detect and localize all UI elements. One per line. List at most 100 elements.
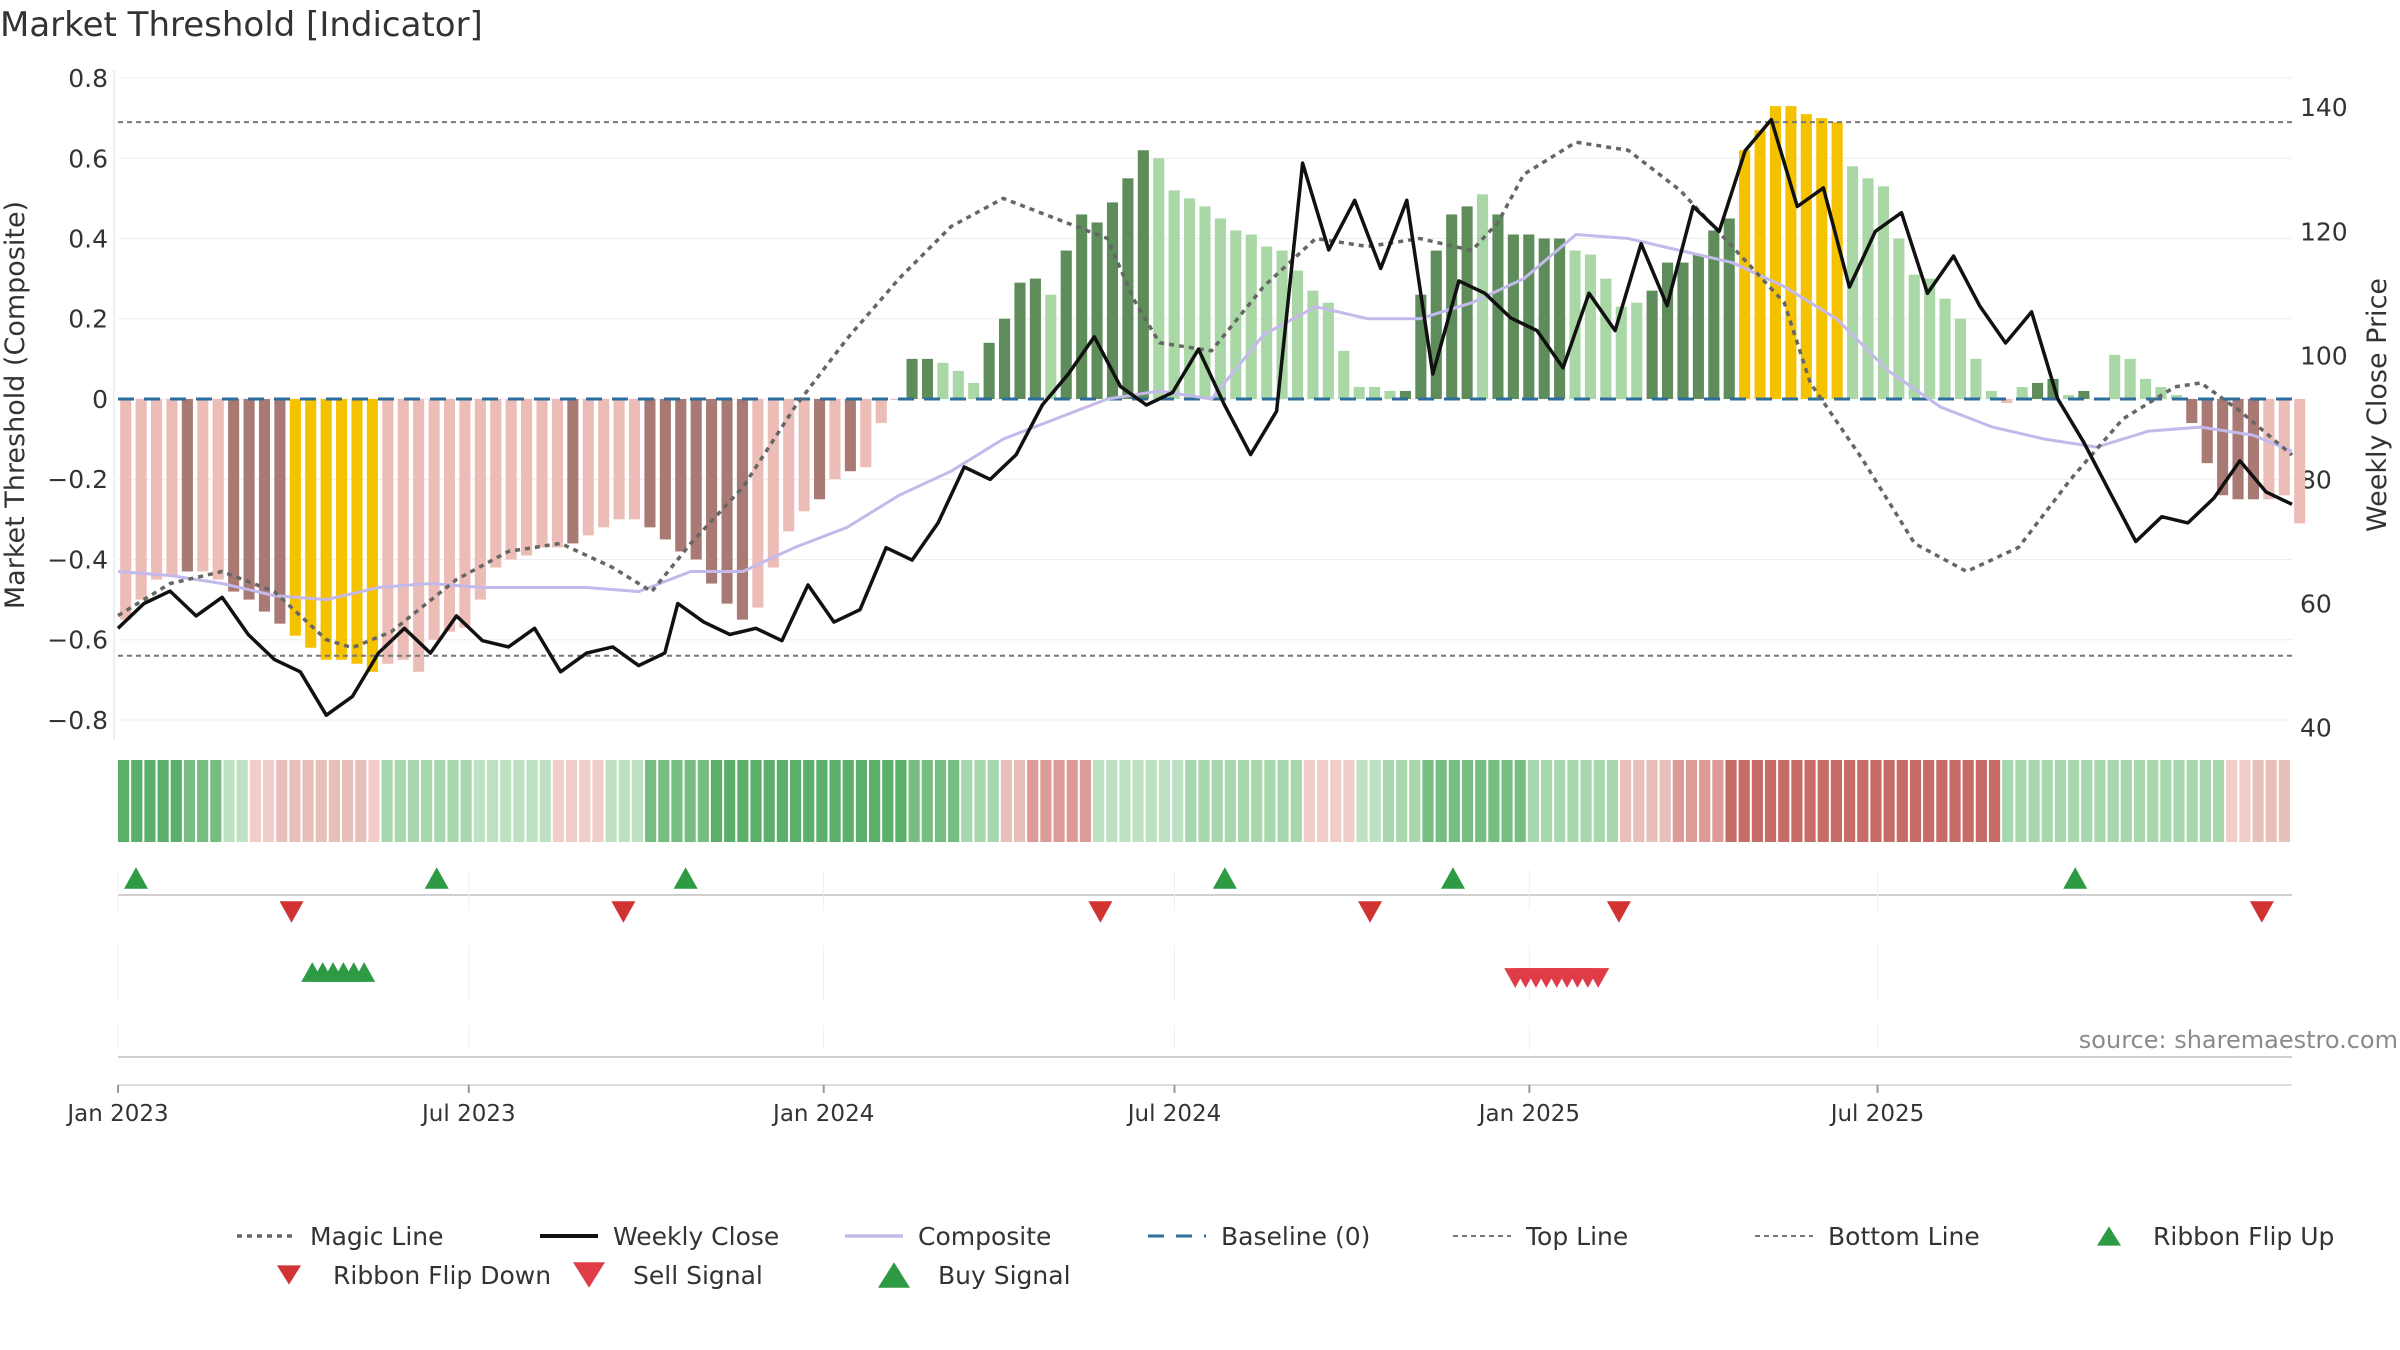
legend-label: Magic Line [310, 1222, 444, 1251]
ribbon-segment [1303, 760, 1315, 842]
composite-bar [382, 398, 394, 664]
ribbon-segment [579, 760, 591, 842]
ribbon-segment [1540, 760, 1553, 842]
legend-label: Ribbon Flip Up [2153, 1222, 2334, 1251]
legend-label: Ribbon Flip Down [333, 1261, 551, 1290]
composite-bar [521, 398, 533, 556]
composite-bar [798, 398, 810, 512]
composite-bar [2155, 386, 2167, 399]
composite-bar [613, 398, 625, 520]
composite-bar [2062, 394, 2074, 399]
composite-bar [1646, 290, 1658, 399]
ribbon-segment [882, 760, 894, 842]
ribbon-segment [803, 760, 815, 842]
composite-bar [2201, 398, 2213, 464]
composite-bar [336, 398, 348, 660]
composite-bar [2186, 398, 2198, 424]
ribbon-flip-down-marker [611, 901, 636, 923]
composite-bar [1214, 218, 1226, 399]
composite-bar [1893, 238, 1905, 399]
ribbon-segment [1369, 760, 1381, 842]
composite-bar [1384, 390, 1396, 399]
composite-bar [1800, 114, 1812, 399]
ribbon-segment [1198, 760, 1210, 842]
composite-bar [1569, 250, 1581, 399]
ribbon-segment [434, 760, 446, 842]
composite-bar [983, 342, 995, 399]
composite-bar [2139, 378, 2152, 399]
ribbon-segment [1725, 760, 1737, 842]
ribbon-segment [276, 760, 288, 842]
composite-bar [582, 398, 594, 536]
composite-bar [968, 382, 980, 399]
ribbon-segment [1224, 760, 1236, 842]
legend-item-top: Top Line [1453, 1222, 1628, 1251]
ribbon-segment [1330, 760, 1342, 842]
composite-bar [551, 398, 563, 548]
composite-bar [443, 398, 456, 632]
ribbon-segment [1172, 760, 1184, 842]
legend-swatch [878, 1262, 910, 1288]
ribbon-segment [948, 760, 960, 842]
ribbon-segment [618, 760, 630, 842]
ribbon-segment [1527, 760, 1539, 842]
composite-bar [1831, 122, 1843, 399]
ribbon-segment [302, 760, 314, 842]
ribbon-segment [1435, 760, 1447, 842]
source-credit: source: sharemaestro.com [2079, 1026, 2398, 1054]
ribbon-segment [1106, 760, 1118, 842]
legend-item-magic: Magic Line [237, 1222, 444, 1251]
ribbon-segment [2041, 760, 2053, 842]
ribbon-segment [1119, 760, 1131, 842]
ribbon-segment [816, 760, 828, 842]
composite-bar [1029, 278, 1041, 399]
composite-bar [1924, 278, 1936, 399]
composite-bar [752, 398, 764, 608]
composite-bar [721, 398, 733, 604]
ribbon-flip-down-marker [279, 901, 304, 923]
y-tick-label: 0.6 [68, 144, 108, 173]
composite-bar [490, 398, 502, 568]
composite-bar [690, 398, 702, 560]
composite-bar [1754, 130, 1766, 399]
ribbon-segment [2186, 760, 2198, 842]
composite-bar [875, 398, 887, 424]
ribbon-segment [842, 760, 854, 842]
composite-bar [598, 398, 610, 528]
ribbon-segment [183, 760, 196, 842]
ribbon-segment [1053, 760, 1065, 842]
composite-bar [181, 398, 193, 572]
ribbon-segment [1685, 760, 1698, 842]
ribbon-segment [1461, 760, 1474, 842]
ribbon-segment [1844, 760, 1856, 842]
y2-tick-label: 40 [2300, 714, 2332, 743]
composite-bar [2016, 386, 2028, 399]
ribbon-segment [1593, 760, 1605, 842]
ribbon-segment [1237, 760, 1250, 842]
legend-label: Composite [918, 1222, 1051, 1251]
ribbon-flip-up-marker [2063, 867, 2088, 889]
ribbon-segment [1040, 760, 1052, 842]
ribbon-segment [1646, 760, 1658, 842]
composite-bar [1322, 302, 1334, 399]
ribbon-segment [1356, 760, 1368, 842]
composite-bar [921, 358, 934, 399]
composite-bar [166, 398, 178, 576]
composite-bar [1106, 202, 1119, 399]
composite-bar [2001, 398, 2013, 403]
legend-label: Baseline (0) [1221, 1222, 1370, 1251]
ribbon-segment [407, 760, 420, 842]
composite-line [117, 232, 2293, 602]
ribbon-segment [1712, 760, 1724, 842]
ribbon-segment [671, 760, 683, 842]
ribbon-segment [381, 760, 393, 842]
ribbon-segment [157, 760, 169, 842]
ribbon-segment [1883, 760, 1895, 842]
composite-bar [1538, 238, 1550, 399]
legend-item-flipup: Ribbon Flip Up [2097, 1222, 2334, 1251]
ribbon-segment [526, 760, 538, 842]
ribbon-segment [552, 760, 564, 842]
composite-bar [1677, 262, 1689, 399]
ribbon-segment [1013, 760, 1026, 842]
ribbon-segment [131, 760, 143, 842]
